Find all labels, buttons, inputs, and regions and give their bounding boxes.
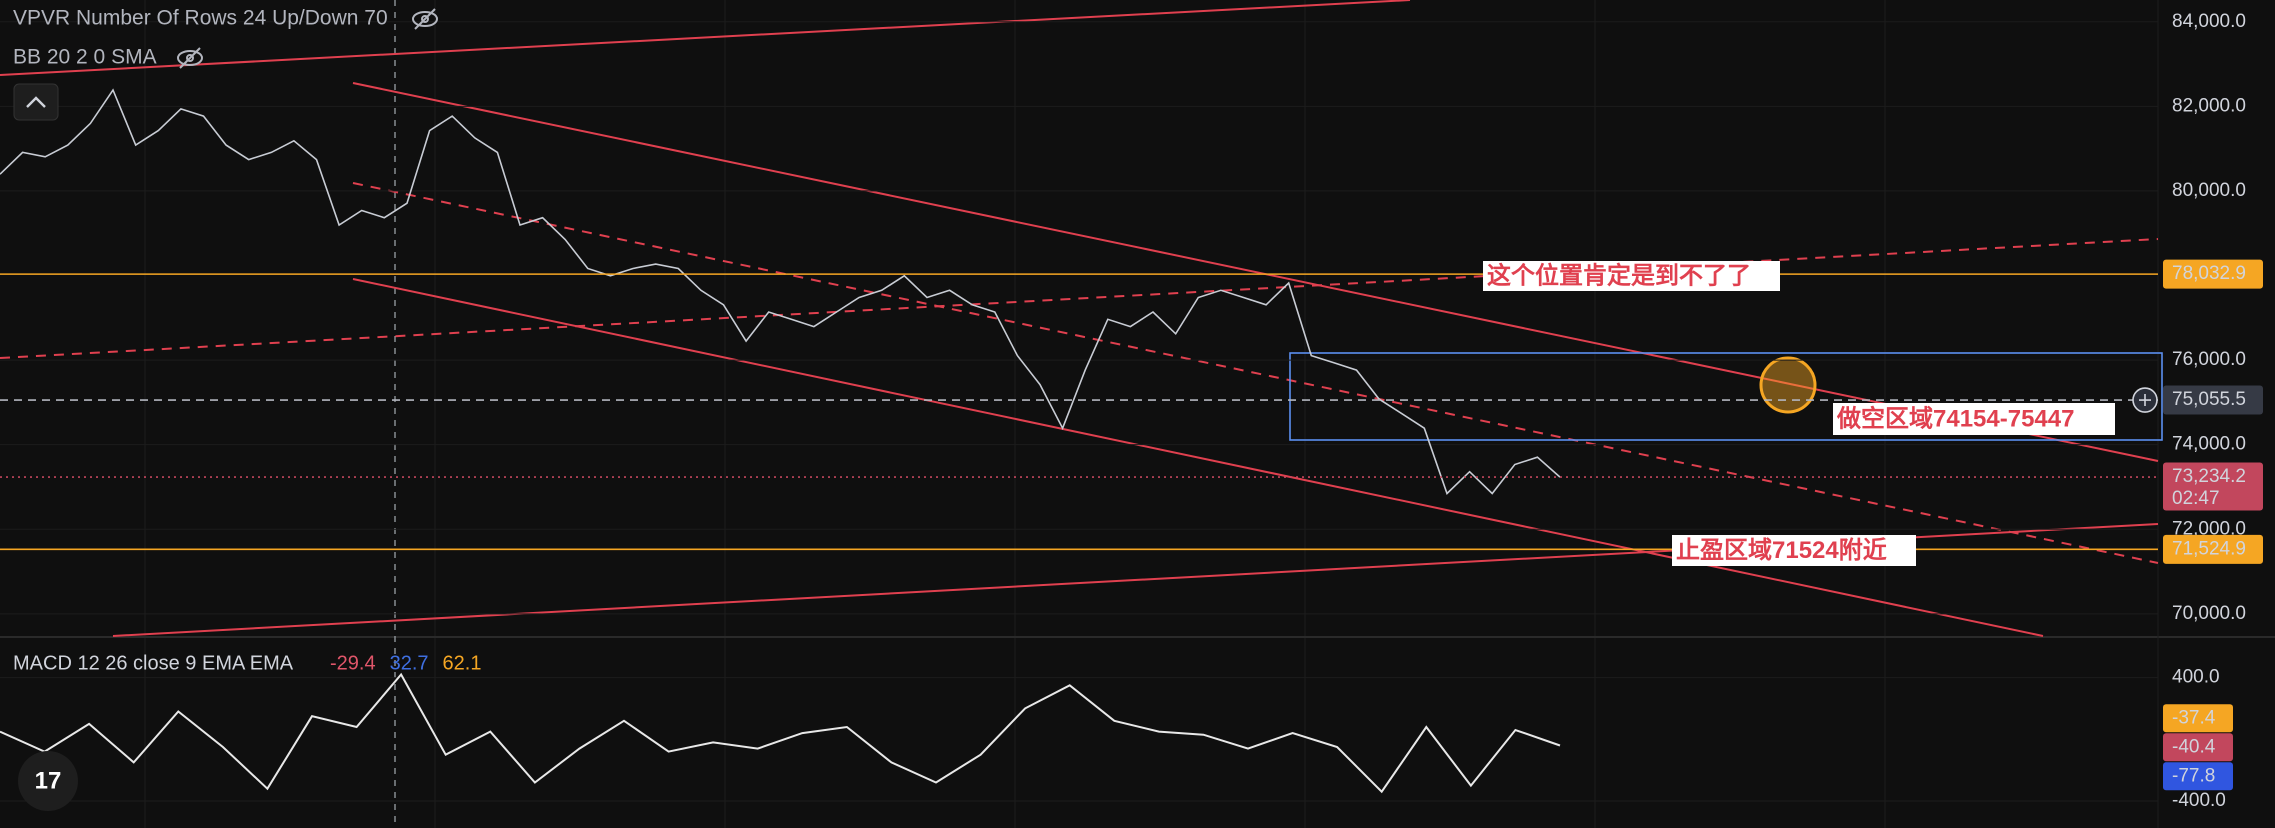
macd-legend-value: 32.7 (390, 652, 429, 674)
grid-vertical (144, 0, 1886, 828)
annotation-bg (1672, 535, 1916, 566)
eye-hidden-icon[interactable] (177, 47, 203, 69)
price-label: 75,055.5 (2172, 389, 2246, 410)
y-tick-label: 72,000.0 (2172, 518, 2246, 539)
indicator-label: BB 20 2 0 SMA (13, 46, 157, 69)
eye-hidden-icon[interactable] (412, 8, 438, 30)
y-tick-label: 82,000.0 (2172, 95, 2246, 116)
target-circle (1759, 356, 1817, 414)
y-tick-label: 70,000.0 (2172, 603, 2246, 624)
price-label: -37.4 (2172, 707, 2216, 728)
collapse-button[interactable] (13, 83, 59, 121)
plus-icon (2139, 394, 2151, 407)
macd-legend-value: 62.1 (443, 652, 482, 674)
price-label-bg (2163, 704, 2233, 733)
short-zone-box (1289, 352, 2163, 441)
annotation-bg (1483, 261, 1780, 291)
countdown: 02:47 (2172, 488, 2220, 509)
price-label-bg (2163, 762, 2233, 791)
price-label: 73,234.2 (2172, 466, 2246, 487)
price-label-bg (2163, 385, 2263, 415)
price-label-bg (2163, 733, 2233, 762)
price-line (0, 88, 1561, 495)
annotation-bg (1833, 403, 2115, 435)
annotation: 止盈区域71524附近 (1676, 536, 1887, 564)
price-label: 71,524.9 (2172, 538, 2246, 559)
svg-text:17: 17 (35, 767, 62, 794)
price-label-bg (2163, 259, 2263, 289)
macd-title: MACD 12 26 close 9 EMA EMA (13, 652, 294, 674)
macd-line (0, 672, 1561, 794)
y-tick-label: 400.0 (2172, 667, 2220, 688)
macd-pane: 400.0 -400.0 -37.4 -40.4 -77.8 (0, 667, 2233, 811)
macd-legend-value: -29.4 (330, 652, 376, 674)
price-label-bg (2163, 534, 2263, 564)
price-label: -40.4 (2172, 736, 2216, 757)
y-tick-label: -400.0 (2172, 790, 2226, 811)
y-tick-label: 76,000.0 (2172, 349, 2246, 370)
indicator-label: VPVR Number Of Rows 24 Up/Down 70 (13, 7, 388, 30)
y-tick-label: 84,000.0 (2172, 11, 2246, 32)
price-label-bg (2163, 462, 2263, 511)
tradingview-logo[interactable]: 17 (18, 751, 78, 811)
main-pane: 84,000.0 82,000.0 80,000.0 76,000.0 74,000.0… (0, 11, 2263, 624)
price-label: 78,032.9 (2172, 263, 2246, 284)
y-tick-label: 74,000.0 (2172, 434, 2246, 455)
annotation: 这个位置肯定是到不了了 (1487, 261, 1751, 289)
y-tick-label: 80,000.0 (2172, 180, 2246, 201)
annotation: 做空区域74154-75447 (1836, 404, 2074, 432)
trendlines (0, 0, 2159, 637)
price-label: -77.8 (2172, 765, 2215, 786)
